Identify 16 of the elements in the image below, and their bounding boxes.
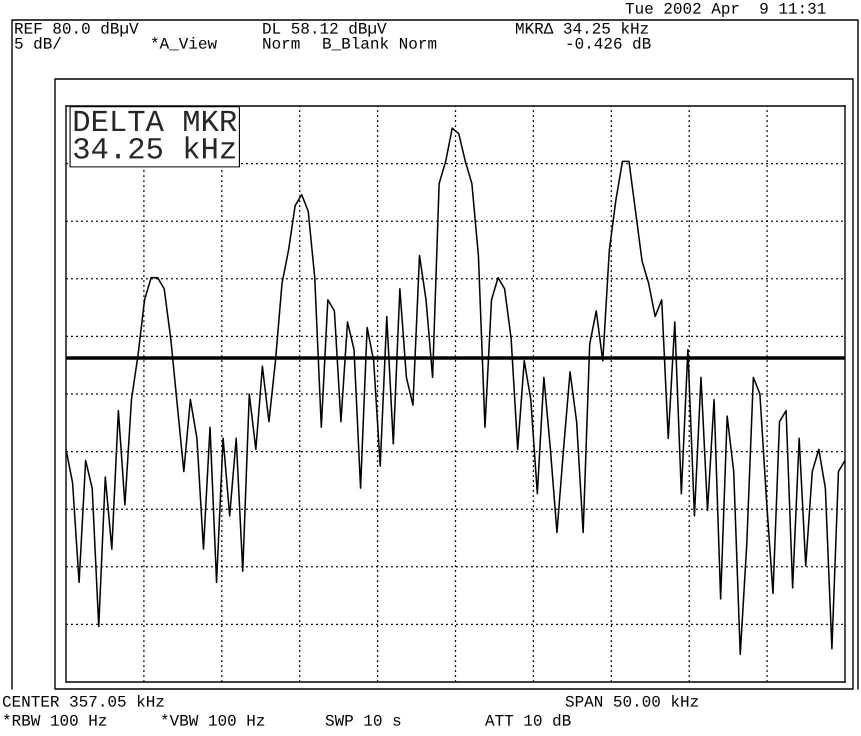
- text: DL 58.12 dBµV: [263, 22, 387, 37]
- annotation: DELTA MKR 34.25 kHz: [74, 110, 236, 159]
- text: CENTER 357.05 kHz: [2, 695, 164, 707]
- text: *VBW 100 Hz: [162, 714, 264, 726]
- text: Tue 2002 Apr 9 11:31: [626, 2, 826, 17]
- text: SWP 10 s: [326, 714, 400, 726]
- text: Norm: [263, 38, 300, 49]
- text: MKRΔ 34.25 kHz: [516, 22, 648, 34]
- text: REF 80.0 dBµV: [15, 22, 139, 37]
- text: *RBW 100 Hz: [4, 714, 106, 726]
- text: ATT 10 dB: [485, 714, 571, 726]
- text: *A_View: [152, 37, 217, 50]
- text: -0.426 dB: [568, 37, 651, 49]
- text: 5 dB/: [15, 37, 62, 49]
- text: B_Blank Norm: [323, 37, 436, 50]
- text: SPAN 50.00 kHz: [566, 695, 698, 707]
